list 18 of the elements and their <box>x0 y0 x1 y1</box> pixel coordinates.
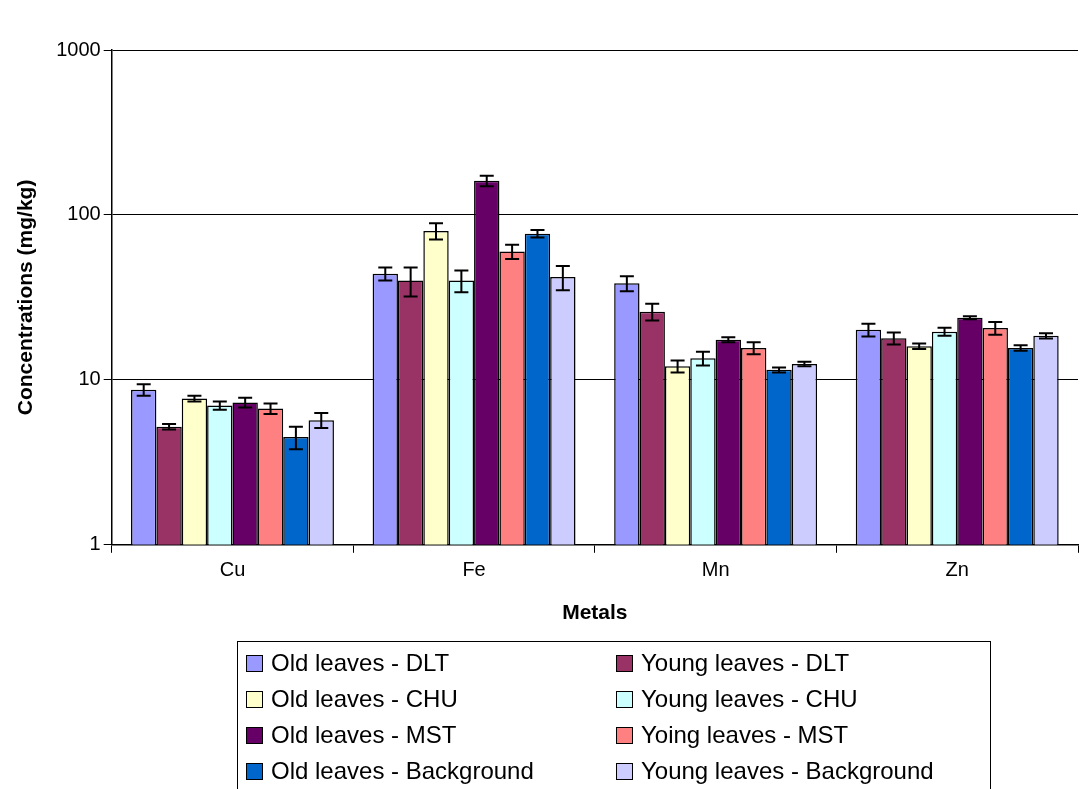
legend-label: Young leaves - DLT <box>641 648 850 678</box>
y-tick-label: 10 <box>78 367 101 390</box>
y-tick-label: 100 <box>67 202 101 225</box>
y-tick-label: 1000 <box>56 37 101 60</box>
x-tick-label: Fe <box>462 558 486 581</box>
legend-label: Yoing leaves - MST <box>641 720 849 750</box>
legend-label: Old leaves - Background <box>271 756 534 786</box>
legend-label: Young leaves - CHU <box>641 684 858 714</box>
legend-label: Old leaves - CHU <box>271 684 458 714</box>
y-tick-label: 1 <box>89 532 101 555</box>
legend-label: Old leaves - DLT <box>271 648 450 678</box>
legend-label: Young leaves - Background <box>641 756 934 786</box>
x-tick-label: Mn <box>701 558 730 581</box>
x-axis-title: Metals <box>562 600 628 624</box>
legend-label: Old leaves - MST <box>271 720 457 750</box>
y-axis-title: Concentrations (mg/kg) <box>13 179 37 416</box>
x-tick-label: Zn <box>945 558 969 581</box>
x-tick-label: Cu <box>219 558 246 581</box>
